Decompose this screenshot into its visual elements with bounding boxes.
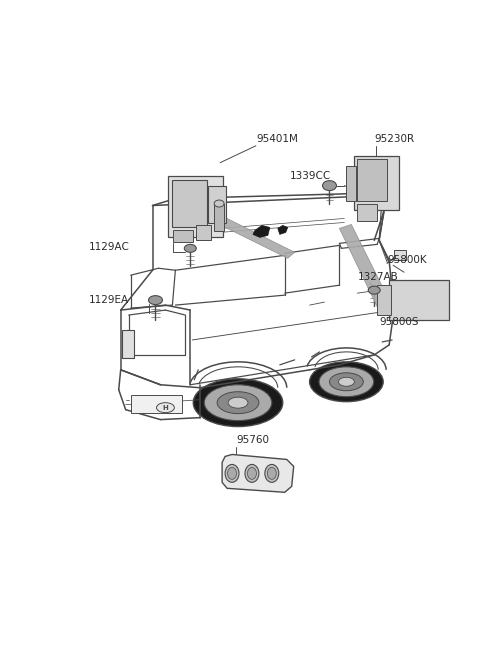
Ellipse shape bbox=[267, 468, 276, 479]
Bar bbox=[208, 185, 226, 223]
Ellipse shape bbox=[148, 295, 162, 305]
Ellipse shape bbox=[193, 379, 283, 426]
Text: 95800S: 95800S bbox=[379, 317, 419, 327]
Ellipse shape bbox=[214, 200, 224, 207]
Bar bbox=[131, 395, 182, 413]
Polygon shape bbox=[278, 225, 288, 234]
Ellipse shape bbox=[225, 464, 239, 482]
Bar bbox=[173, 231, 193, 242]
Bar bbox=[357, 204, 377, 221]
Text: 1339CC: 1339CC bbox=[290, 171, 331, 181]
Text: 95800K: 95800K bbox=[387, 255, 427, 265]
Ellipse shape bbox=[265, 464, 279, 482]
Bar bbox=[357, 159, 387, 200]
Polygon shape bbox=[253, 225, 270, 237]
Polygon shape bbox=[203, 212, 295, 258]
Ellipse shape bbox=[319, 367, 374, 397]
Text: H: H bbox=[163, 405, 168, 411]
Bar bbox=[168, 176, 223, 237]
Ellipse shape bbox=[245, 464, 259, 482]
Bar bbox=[122, 330, 133, 358]
Bar bbox=[394, 250, 406, 260]
Bar bbox=[214, 204, 224, 231]
Ellipse shape bbox=[248, 468, 256, 479]
Bar bbox=[389, 280, 449, 320]
Ellipse shape bbox=[156, 403, 174, 413]
Text: 95401M: 95401M bbox=[256, 134, 298, 144]
Ellipse shape bbox=[217, 392, 259, 414]
Ellipse shape bbox=[310, 362, 383, 402]
Ellipse shape bbox=[323, 181, 336, 191]
Ellipse shape bbox=[368, 286, 380, 294]
Text: 1129EA: 1129EA bbox=[89, 295, 129, 305]
Ellipse shape bbox=[338, 377, 354, 386]
Bar bbox=[196, 225, 211, 240]
Ellipse shape bbox=[329, 373, 363, 391]
Ellipse shape bbox=[204, 384, 272, 421]
Ellipse shape bbox=[228, 397, 248, 408]
Polygon shape bbox=[339, 225, 394, 315]
Polygon shape bbox=[222, 455, 294, 493]
Text: 95230R: 95230R bbox=[374, 134, 414, 144]
Ellipse shape bbox=[228, 468, 237, 479]
Bar bbox=[377, 285, 391, 315]
Text: 1327AB: 1327AB bbox=[357, 272, 398, 282]
Bar bbox=[347, 166, 356, 200]
Text: 1129AC: 1129AC bbox=[89, 242, 130, 252]
Bar bbox=[172, 179, 207, 227]
Ellipse shape bbox=[184, 244, 196, 252]
Text: 95760: 95760 bbox=[236, 434, 269, 445]
Bar bbox=[354, 156, 399, 210]
